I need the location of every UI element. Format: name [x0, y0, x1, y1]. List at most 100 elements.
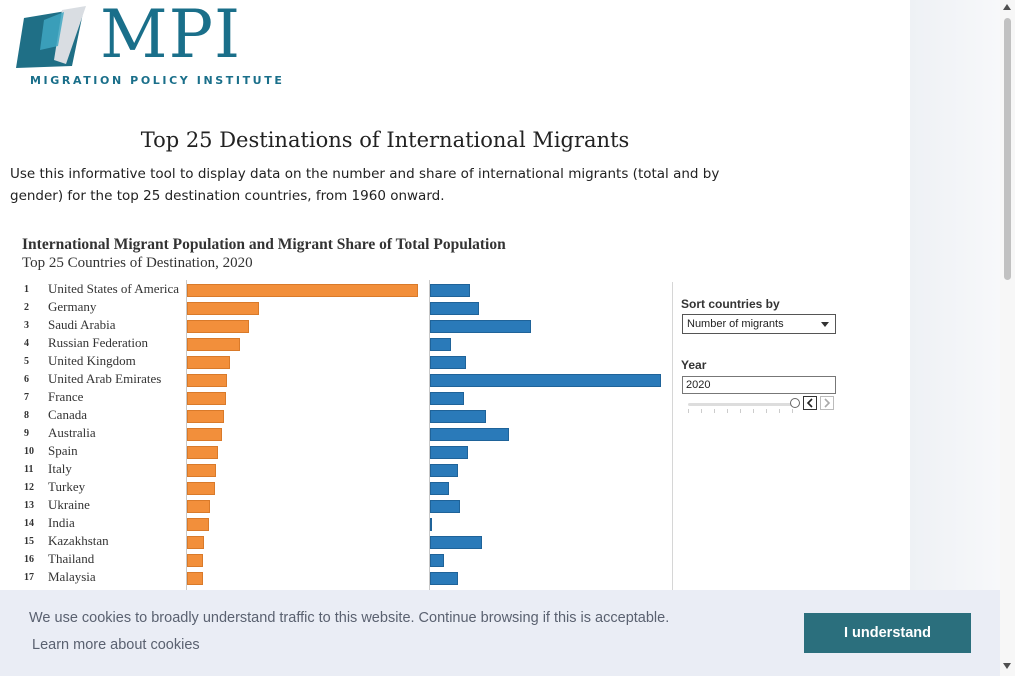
migrant-count-bar[interactable] [187, 302, 260, 315]
logo-wordmark: MPI [100, 0, 242, 73]
country-label: Italy [48, 461, 72, 476]
country-label: United Kingdom [48, 353, 136, 368]
page-margin [910, 0, 1000, 676]
cookie-message: We use cookies to broadly understand tra… [29, 610, 670, 626]
chart-row: 13 Ukraine [20, 496, 675, 514]
country-label: Russian Federation [48, 335, 149, 350]
rank-label: 12 [24, 482, 34, 493]
year-slider-ticks [688, 409, 798, 413]
controls-divider [672, 282, 673, 592]
migrant-share-bar[interactable] [430, 536, 483, 549]
year-label: Year [681, 358, 707, 372]
mpi-logo[interactable]: MPI MIGRATION POLICY INSTITUTE [14, 2, 282, 88]
migrant-count-bar[interactable] [187, 410, 224, 423]
migrant-share-bar[interactable] [430, 284, 471, 297]
migrant-count-bar[interactable] [187, 536, 204, 549]
learn-more-cookies-link[interactable]: Learn more about cookies [32, 637, 200, 653]
chart-row: 7 France [20, 388, 675, 406]
chevron-left-icon [806, 398, 813, 408]
country-label: India [48, 515, 75, 530]
year-input[interactable]: 2020 [682, 376, 836, 394]
migrant-count-bar[interactable] [187, 482, 215, 495]
accept-cookies-button[interactable]: I understand [804, 613, 971, 653]
chart-row: 2 Germany [20, 298, 675, 316]
cookie-banner: We use cookies to broadly understand tra… [0, 590, 1000, 676]
migrant-share-bar[interactable] [430, 392, 465, 405]
left-axis-line [186, 280, 187, 590]
chevron-down-icon [821, 322, 829, 327]
migrant-share-bar[interactable] [430, 356, 467, 369]
rank-label: 1 [24, 284, 29, 295]
migrant-share-bar[interactable] [430, 428, 509, 441]
vertical-scrollbar[interactable] [1000, 0, 1015, 676]
rank-label: 13 [24, 500, 34, 511]
chart-row: 17 Malaysia [20, 568, 675, 586]
chart-subtitle: Top 25 Countries of Destination, 2020 [22, 255, 253, 271]
rank-label: 14 [24, 518, 34, 529]
country-label: United Arab Emirates [48, 371, 162, 386]
previous-year-button[interactable] [803, 396, 817, 410]
migrant-count-bar[interactable] [187, 464, 217, 477]
migrant-count-bar[interactable] [187, 284, 418, 297]
rank-label: 17 [24, 572, 34, 583]
chart-row: 10 Spain [20, 442, 675, 460]
chart-row: 1 United States of America [20, 280, 675, 298]
migrant-count-bar[interactable] [187, 500, 211, 513]
country-label: Turkey [48, 479, 86, 494]
logo-mark-icon [16, 6, 86, 68]
scroll-down-arrow-icon[interactable] [1003, 663, 1011, 669]
rank-label: 8 [24, 410, 29, 421]
migrant-count-bar[interactable] [187, 356, 230, 369]
migrant-count-bar[interactable] [187, 518, 210, 531]
migrant-share-bar[interactable] [430, 302, 480, 315]
chart-row: 11 Italy [20, 460, 675, 478]
migrant-share-bar[interactable] [430, 572, 459, 585]
rank-label: 10 [24, 446, 34, 457]
chart-row: 5 United Kingdom [20, 352, 675, 370]
next-year-button[interactable] [820, 396, 834, 410]
migrant-count-bar[interactable] [187, 446, 219, 459]
country-label: United States of America [48, 281, 180, 296]
migrant-share-bar[interactable] [430, 446, 469, 459]
country-label: Ukraine [48, 497, 90, 512]
logo-subtitle: MIGRATION POLICY INSTITUTE [30, 74, 285, 87]
migrant-count-bar[interactable] [187, 554, 204, 567]
migrant-share-bar[interactable] [430, 374, 661, 387]
migrant-share-bar[interactable] [430, 500, 460, 513]
scrollbar-thumb[interactable] [1004, 18, 1011, 280]
country-label: Kazakhstan [48, 533, 109, 548]
chevron-right-icon [824, 398, 831, 408]
bar-chart: 1 United States of America 2 Germany 3 Saudi … [20, 280, 675, 590]
migrant-count-bar[interactable] [187, 572, 203, 585]
year-slider-handle[interactable] [790, 398, 800, 408]
chart-row: 12 Turkey [20, 478, 675, 496]
migrant-share-bar[interactable] [430, 320, 532, 333]
country-label: France [48, 389, 84, 404]
chart-row: 3 Saudi Arabia [20, 316, 675, 334]
rank-label: 7 [24, 392, 29, 403]
rank-label: 5 [24, 356, 29, 367]
migrant-count-bar[interactable] [187, 392, 226, 405]
migrant-count-bar[interactable] [187, 338, 240, 351]
country-label: Saudi Arabia [48, 317, 116, 332]
migrant-share-bar[interactable] [430, 482, 449, 495]
migrant-share-bar[interactable] [430, 554, 444, 567]
country-label: Australia [48, 425, 96, 440]
migrant-share-bar[interactable] [430, 518, 432, 531]
chart-row: 4 Russian Federation [20, 334, 675, 352]
rank-label: 3 [24, 320, 29, 331]
page-content: MPI MIGRATION POLICY INSTITUTE Top 25 De… [0, 0, 910, 676]
country-label: Thailand [48, 551, 95, 566]
migrant-count-bar[interactable] [187, 320, 249, 333]
migrant-share-bar[interactable] [430, 338, 451, 351]
migrant-share-bar[interactable] [430, 464, 458, 477]
country-label: Malaysia [48, 569, 96, 584]
migrant-count-bar[interactable] [187, 374, 227, 387]
sort-select[interactable]: Number of migrants [682, 314, 836, 334]
chart-row: 15 Kazakhstan [20, 532, 675, 550]
year-slider-track[interactable] [688, 403, 794, 406]
country-label: Canada [48, 407, 87, 422]
scroll-up-arrow-icon[interactable] [1003, 4, 1011, 10]
migrant-count-bar[interactable] [187, 428, 223, 441]
migrant-share-bar[interactable] [430, 410, 486, 423]
